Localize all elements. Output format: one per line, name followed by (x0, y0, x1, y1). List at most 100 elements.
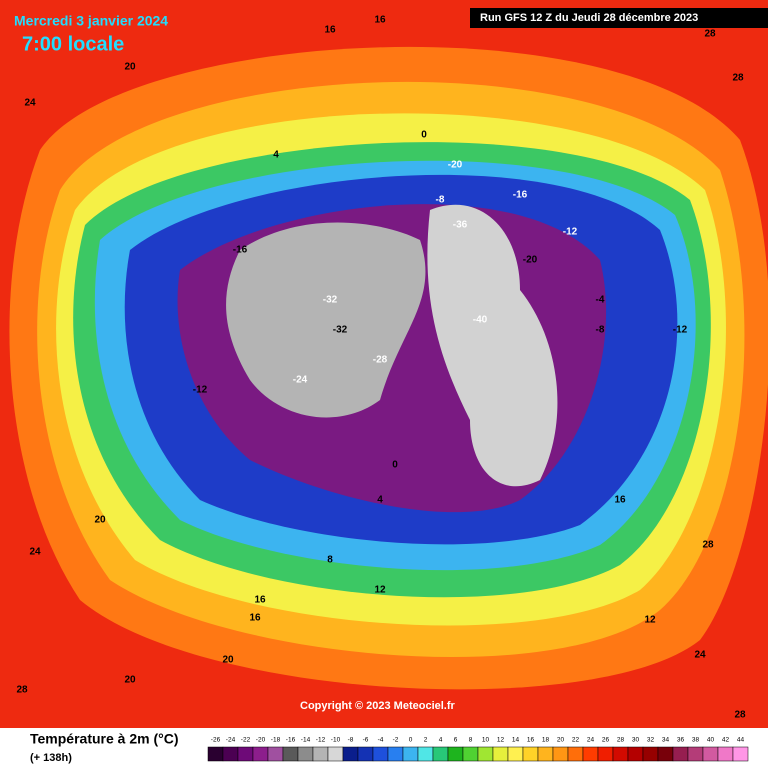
contour-label: -12 (193, 385, 208, 396)
colorbar-swatch (552, 746, 569, 762)
run-text: Run GFS 12 Z du Jeudi 28 décembre 2023 (480, 12, 698, 24)
colorbar-tick-label: 40 (707, 737, 715, 744)
colorbar-swatch (402, 746, 419, 762)
contour-label: 16 (614, 495, 626, 506)
colorbar-tick-label: -22 (241, 737, 251, 744)
colorbar-swatch (252, 746, 269, 762)
contour-label: 24 (29, 547, 41, 558)
colorbar-swatch (507, 746, 524, 762)
colorbar-swatch (297, 746, 314, 762)
colorbar-swatch (462, 746, 479, 762)
colorbar: -26 -24 -22 -20 -18 -16 -14 -12 -10 -8 -6 -4 -2 0 2 4 6 8… (207, 737, 749, 762)
contour-label: 24 (24, 98, 36, 109)
contour-label: -32 (323, 295, 338, 306)
colorbar-swatch (597, 746, 614, 762)
colorbar-swatch (447, 746, 464, 762)
contour-label: -36 (453, 220, 468, 231)
colorbar-tick-label: 2 (424, 737, 428, 744)
colorbar-tick-label: -12 (316, 737, 326, 744)
contour-label: 28 (16, 685, 28, 696)
colorbar-swatch (282, 746, 299, 762)
contour-label: 28 (702, 540, 714, 551)
colorbar-swatch (312, 746, 329, 762)
colorbar-tick-label: 16 (527, 737, 535, 744)
colorbar-swatch (537, 746, 554, 762)
colorbar-tick-label: -14 (301, 737, 311, 744)
contour-label: 20 (94, 515, 106, 526)
colorbar-swatch (612, 746, 629, 762)
colorbar-swatch (327, 746, 344, 762)
colorbar-swatch (342, 746, 359, 762)
colorbar-swatch (477, 746, 494, 762)
colorbar-swatch (657, 746, 674, 762)
colorbar-swatch (432, 746, 449, 762)
colorbar-tick-label: -8 (348, 737, 354, 744)
colorbar-swatch (717, 746, 734, 762)
contour-label: 4 (273, 150, 279, 161)
zone-gray-b (427, 204, 558, 487)
colorbar-tick-label: 20 (557, 737, 565, 744)
lead-time: (+ 138h) (30, 752, 72, 764)
contour-label: -4 (596, 295, 605, 306)
contour-label: -8 (436, 195, 445, 206)
colorbar-tick-label: -20 (256, 737, 266, 744)
contour-label: -40 (473, 315, 488, 326)
colorbar-tick-label: -26 (211, 737, 221, 744)
contour-label: -20 (448, 160, 463, 171)
colorbar-tick-label: -16 (286, 737, 296, 744)
title: Mercredi 3 janvier 2024 (14, 13, 168, 29)
contour-label: 16 (324, 25, 336, 36)
colorbar-tick-label: 30 (632, 737, 640, 744)
contour-label: 20 (124, 62, 136, 73)
contour-label: 16 (374, 15, 386, 26)
colorbar-tick-label: -6 (363, 737, 369, 744)
colorbar-tick-label: 22 (572, 737, 580, 744)
colorbar-swatch (672, 746, 689, 762)
colorbar-swatch (357, 746, 374, 762)
colorbar-swatch (567, 746, 584, 762)
contour-label: 20 (222, 655, 234, 666)
copyright: Copyright © 2023 Meteociel.fr (300, 700, 456, 712)
contour-label: 4 (377, 495, 383, 506)
colorbar-tick-label: -10 (331, 737, 341, 744)
colorbar-tick-label: 28 (617, 737, 625, 744)
colorbar-tick-label: 14 (512, 737, 520, 744)
colorbar-tick-label: -4 (378, 737, 384, 744)
colorbar-swatch (522, 746, 539, 762)
colorbar-swatch (702, 746, 719, 762)
contour-label: 0 (421, 130, 427, 141)
contour-label: 28 (732, 73, 744, 84)
contour-label: 0 (392, 460, 398, 471)
contour-label: 28 (704, 29, 716, 40)
colorbar-swatch (222, 746, 239, 762)
colorbar-tick-label: -24 (226, 737, 236, 744)
colorbar-swatch (582, 746, 599, 762)
colorbar-swatch (732, 746, 749, 762)
colorbar-swatch (417, 746, 434, 762)
contour-label: -32 (333, 325, 348, 336)
colorbar-tick-label: 42 (722, 737, 730, 744)
colorbar-swatch (387, 746, 404, 762)
colorbar-tick-label: 26 (602, 737, 610, 744)
colorbar-swatch (207, 746, 224, 762)
contour-label: 12 (374, 585, 386, 596)
contour-label: -12 (673, 325, 688, 336)
colorbar-swatch (372, 746, 389, 762)
colorbar-tick-label: 44 (737, 737, 745, 744)
time: 7:00 locale (22, 33, 124, 55)
colorbar-tick-label: 4 (439, 737, 443, 744)
run-box (470, 8, 768, 28)
colorbar-tick-label: 0 (409, 737, 413, 744)
contour-label: 12 (644, 615, 656, 626)
colorbar-swatch (687, 746, 704, 762)
contour-label: 24 (694, 650, 706, 661)
colorbar-tick-label: 38 (692, 737, 700, 744)
contour-label: -8 (596, 325, 605, 336)
colorbar-tick-label: 8 (469, 737, 473, 744)
colorbar-tick-label: 12 (497, 737, 505, 744)
colorbar-swatch (237, 746, 254, 762)
contour-label: -16 (233, 245, 248, 256)
contour-label: -16 (513, 190, 528, 201)
